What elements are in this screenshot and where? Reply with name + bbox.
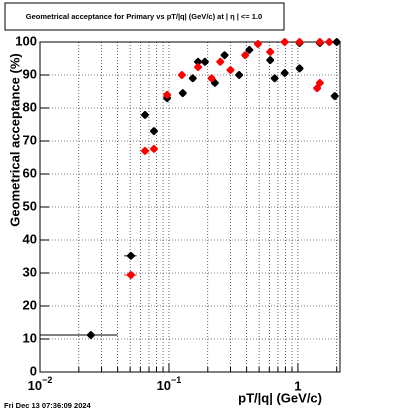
point — [325, 38, 334, 46]
y-tick-label: 20 — [23, 297, 37, 312]
y-tick-label: 70 — [23, 132, 37, 147]
point — [141, 111, 149, 119]
point — [86, 331, 95, 339]
point — [226, 66, 235, 74]
point — [150, 145, 158, 153]
x-tick-label: 1 — [294, 378, 301, 393]
y-tick-label: 30 — [23, 264, 37, 279]
x-axis-label: pT/|q| (GeV/c) — [238, 390, 322, 405]
point — [216, 57, 225, 66]
y-tick-label: 10 — [23, 330, 37, 345]
point — [201, 57, 209, 66]
point — [235, 71, 244, 79]
x-tick-base: 10 — [157, 378, 171, 393]
footer-date: Fri Dec 13 07:36:09 2024 — [4, 401, 92, 410]
point — [266, 56, 275, 65]
y-tick-label: 100 — [15, 33, 37, 48]
point — [178, 89, 187, 98]
point — [295, 38, 304, 46]
y-tick-label: 40 — [23, 231, 37, 246]
point — [332, 38, 341, 46]
y-tick-label: 50 — [23, 198, 37, 213]
y-tick-label: 80 — [23, 99, 37, 114]
x-tick-label: 10−2 — [28, 375, 53, 393]
point — [141, 146, 149, 155]
point — [280, 38, 289, 46]
point — [245, 46, 254, 54]
point — [266, 47, 275, 56]
point — [241, 51, 250, 60]
point — [188, 74, 197, 83]
plot-frame — [39, 41, 341, 373]
point — [127, 251, 135, 260]
x-tick-exponent: −1 — [171, 375, 181, 385]
point — [280, 69, 289, 77]
point — [194, 63, 202, 71]
y-tick-label: 0 — [30, 363, 37, 378]
chart-title: Geometrical acceptance for Primary vs pT… — [26, 12, 262, 21]
point — [177, 71, 186, 79]
point — [315, 79, 324, 87]
point — [270, 74, 279, 83]
x-tick-base: 10 — [28, 378, 42, 393]
x-tick-label: 10−1 — [157, 375, 182, 393]
point — [330, 92, 339, 101]
y-axis-label: Geometrical acceptance (%) — [7, 53, 22, 226]
point — [127, 271, 135, 279]
point — [254, 40, 262, 48]
point — [150, 127, 158, 136]
title-box — [4, 2, 285, 31]
y-tick-label: 60 — [23, 165, 37, 180]
point — [163, 90, 172, 99]
point — [315, 38, 324, 46]
point — [295, 64, 304, 73]
y-tick-label: 90 — [23, 66, 37, 81]
point — [220, 51, 229, 60]
x-tick-exponent: −2 — [42, 375, 52, 385]
point — [207, 74, 216, 83]
point — [194, 57, 202, 66]
